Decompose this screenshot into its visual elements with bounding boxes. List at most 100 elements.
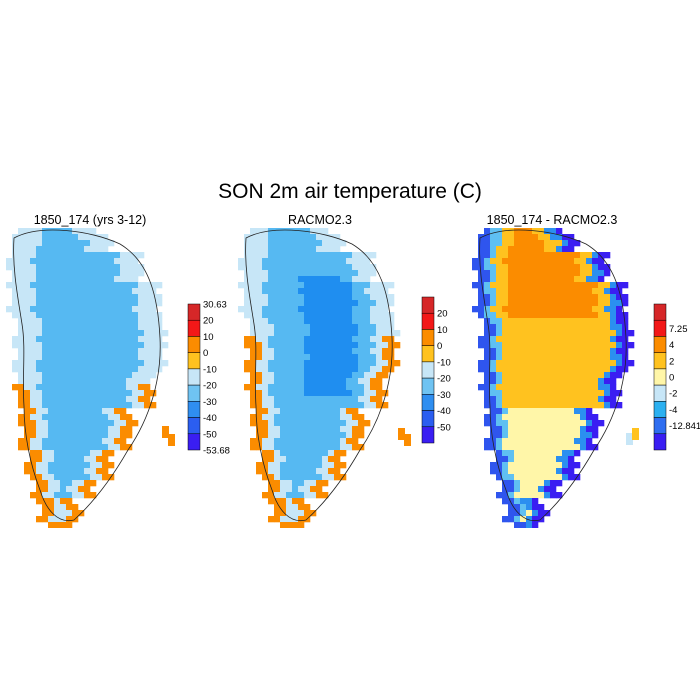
- grid-cell: [126, 336, 133, 343]
- grid-cell: [586, 408, 593, 415]
- grid-cell: [280, 282, 287, 289]
- grid-cell: [502, 336, 509, 343]
- grid-cell: [292, 282, 299, 289]
- grid-cell: [616, 360, 623, 367]
- grid-cell: [532, 378, 539, 385]
- grid-cell: [580, 366, 587, 373]
- grid-cell: [42, 336, 49, 343]
- grid-cell: [84, 372, 91, 379]
- grid-cell: [328, 276, 335, 283]
- grid-cell: [370, 270, 377, 277]
- grid-cell: [292, 522, 299, 528]
- grid-cell: [66, 234, 73, 241]
- grid-cell: [526, 510, 533, 517]
- grid-cell: [120, 276, 127, 283]
- grid-cell: [48, 474, 55, 481]
- grid-cell: [580, 282, 587, 289]
- grid-cell: [544, 468, 551, 475]
- grid-cell: [598, 318, 605, 325]
- grid-cell: [550, 348, 557, 355]
- grid-cell: [556, 456, 563, 463]
- grid-cell: [526, 228, 533, 235]
- grid-cell: [526, 360, 533, 367]
- grid-cell: [526, 294, 533, 301]
- grid-cell: [42, 228, 49, 235]
- grid-cell: [108, 324, 115, 331]
- grid-cell: [132, 336, 139, 343]
- grid-cell: [96, 468, 103, 475]
- grid-cell: [544, 246, 551, 253]
- grid-cell: [526, 276, 533, 283]
- grid-cell: [304, 372, 311, 379]
- grid-cell: [244, 264, 251, 271]
- grid-cell: [30, 252, 37, 259]
- grid-cell: [538, 258, 545, 265]
- grid-cell: [36, 252, 43, 259]
- grid-cell: [84, 390, 91, 397]
- grid-cell: [586, 324, 593, 331]
- grid-cell: [526, 258, 533, 265]
- grid-cell: [24, 366, 31, 373]
- grid-cell: [508, 306, 515, 313]
- grid-cell: [268, 372, 275, 379]
- grid-cell: [592, 324, 599, 331]
- grid-cell: [30, 462, 37, 469]
- grid-cell: [478, 366, 485, 373]
- grid-cell: [532, 444, 539, 451]
- grid-cell: [598, 300, 605, 307]
- grid-cell: [42, 462, 49, 469]
- grid-cell: [556, 234, 563, 241]
- grid-cell: [514, 378, 521, 385]
- grid-cell: [102, 240, 109, 247]
- grid-cell: [48, 300, 55, 307]
- grid-cell: [150, 324, 157, 331]
- grid-cell: [508, 426, 515, 433]
- grid-cell: [30, 306, 37, 313]
- grid-cell: [90, 378, 97, 385]
- grid-cell: [42, 240, 49, 247]
- grid-cell: [292, 360, 299, 367]
- grid-cell: [490, 348, 497, 355]
- grid-cell: [78, 240, 85, 247]
- grid-cell: [244, 300, 251, 307]
- grid-cell: [292, 438, 299, 445]
- grid-cell: [340, 354, 347, 361]
- grid-cell: [12, 288, 19, 295]
- grid-cell: [304, 294, 311, 301]
- grid-cell: [286, 486, 293, 493]
- grid-cell: [346, 378, 353, 385]
- grid-cell: [114, 426, 121, 433]
- grid-cell: [574, 408, 581, 415]
- grid-cell: [114, 324, 121, 331]
- grid-cell: [352, 438, 359, 445]
- grid-cell: [268, 270, 275, 277]
- grid-cell: [328, 402, 335, 409]
- grid-cell: [562, 444, 569, 451]
- grid-cell: [286, 444, 293, 451]
- grid-cell: [304, 300, 311, 307]
- grid-cell: [550, 330, 557, 337]
- grid-cell: [42, 516, 49, 523]
- grid-cell: [18, 234, 25, 241]
- grid-cell: [310, 438, 317, 445]
- grid-cell: [538, 504, 545, 511]
- grid-cell: [538, 396, 545, 403]
- grid-cell: [544, 288, 551, 295]
- grid-cell: [156, 282, 163, 289]
- grid-cell: [586, 318, 593, 325]
- grid-cell: [36, 294, 43, 301]
- grid-cell: [346, 312, 353, 319]
- grid-cell: [574, 372, 581, 379]
- grid-cell: [520, 306, 527, 313]
- grid-cell: [574, 318, 581, 325]
- grid-cell: [568, 294, 575, 301]
- grid-cell: [42, 312, 49, 319]
- grid-cell: [310, 396, 317, 403]
- grid-cell: [550, 444, 557, 451]
- grid-cell: [280, 432, 287, 439]
- grid-cell: [96, 246, 103, 253]
- grid-cell: [292, 306, 299, 313]
- grid-cell: [388, 318, 395, 325]
- grid-cell: [90, 312, 97, 319]
